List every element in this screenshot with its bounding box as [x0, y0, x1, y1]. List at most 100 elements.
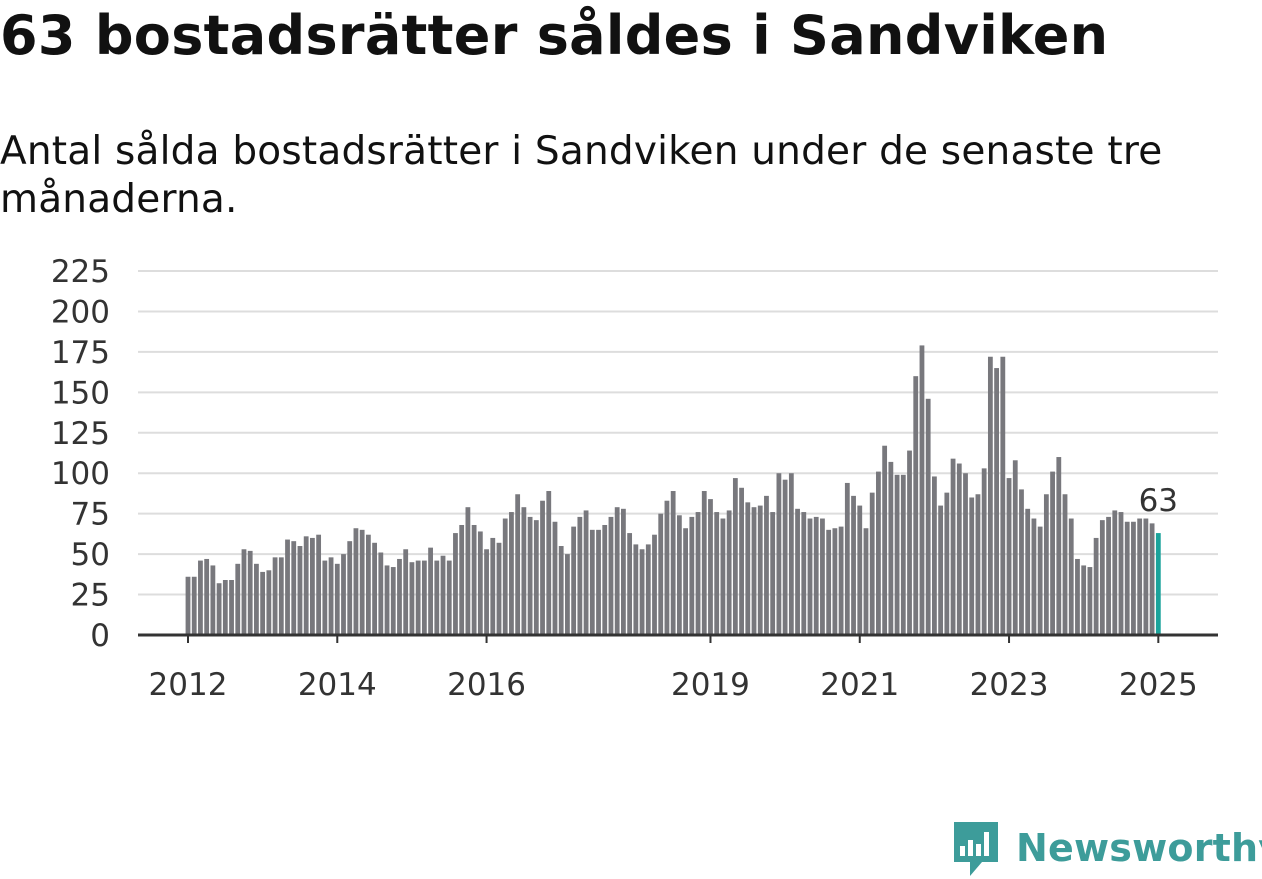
bar	[210, 565, 216, 635]
bar	[1000, 356, 1006, 635]
bar	[415, 560, 421, 635]
bar	[645, 544, 651, 635]
bar	[540, 500, 545, 635]
bar-highlight	[1155, 533, 1161, 635]
x-tick-label: 2019	[671, 667, 750, 703]
y-tick-label: 100	[51, 456, 110, 492]
bar	[365, 534, 371, 635]
bar	[577, 516, 583, 635]
bar	[882, 445, 888, 635]
bar	[1062, 494, 1068, 635]
bar	[1025, 508, 1031, 635]
bar	[222, 580, 228, 635]
bar	[708, 499, 713, 635]
bar	[1118, 512, 1124, 635]
bar	[925, 398, 931, 635]
bar	[260, 571, 266, 635]
y-tick-label: 225	[51, 254, 110, 290]
bar	[975, 494, 981, 635]
bar	[247, 550, 253, 635]
bar	[378, 552, 384, 635]
bar	[894, 474, 900, 635]
bar	[745, 502, 751, 635]
bar	[726, 510, 732, 635]
bar	[1056, 457, 1062, 635]
bar	[820, 518, 825, 635]
bar	[484, 549, 489, 635]
bar	[465, 507, 471, 635]
newsworthy-logo-icon	[954, 822, 998, 876]
bar	[857, 505, 863, 635]
bar	[832, 528, 838, 635]
brand-name: Newsworthy	[1016, 826, 1262, 870]
bar	[533, 520, 539, 635]
y-tick-label: 50	[71, 537, 110, 573]
bar-chart: 0 25 50 75 100 125 150 175 200 225 2012 2014 2016 201…	[51, 254, 1218, 703]
bar	[502, 518, 508, 635]
bar	[776, 473, 782, 635]
bar	[353, 528, 359, 635]
bar	[950, 458, 956, 635]
bar	[434, 560, 440, 635]
bar	[1143, 518, 1149, 635]
bar	[701, 491, 707, 635]
bar	[751, 507, 757, 635]
bar	[341, 554, 346, 635]
bar	[1006, 478, 1012, 635]
bar	[1075, 558, 1080, 635]
bar	[981, 468, 987, 635]
bar	[453, 533, 458, 635]
bar	[446, 560, 452, 635]
bar	[334, 563, 340, 635]
bar	[185, 576, 191, 635]
bar	[1106, 516, 1111, 635]
bar	[757, 505, 763, 635]
bar	[1019, 489, 1024, 635]
bar	[272, 557, 278, 635]
bar	[316, 534, 322, 635]
bar	[621, 508, 626, 635]
bar	[397, 558, 402, 635]
bar	[310, 537, 315, 635]
last-value-label: 63	[1139, 483, 1178, 519]
bar	[428, 547, 433, 635]
bar	[1012, 460, 1018, 635]
bar	[1081, 565, 1087, 635]
x-tick-label: 2021	[820, 667, 899, 703]
bar	[782, 479, 788, 635]
bar	[932, 476, 937, 635]
bar	[944, 492, 950, 635]
bar	[913, 376, 919, 635]
bar	[347, 541, 353, 635]
bar	[602, 524, 608, 635]
bar	[683, 528, 688, 635]
bar	[1137, 518, 1143, 635]
bar	[851, 495, 856, 635]
bar	[596, 529, 601, 635]
bar	[1131, 521, 1136, 635]
bar	[876, 471, 881, 635]
bar	[303, 536, 309, 635]
bar	[652, 534, 657, 635]
bar	[739, 487, 744, 635]
bar	[963, 473, 968, 635]
bar	[235, 563, 241, 635]
bar	[384, 565, 390, 635]
bar	[795, 508, 800, 635]
y-tick-label: 125	[51, 416, 110, 452]
bar	[204, 558, 210, 635]
y-tick-label: 25	[71, 578, 110, 614]
bar	[658, 513, 664, 635]
bar	[695, 512, 701, 635]
bar	[714, 512, 720, 635]
bar	[1093, 537, 1099, 635]
bar	[994, 368, 999, 635]
x-tick-label: 2012	[149, 667, 228, 703]
x-tick-label: 2025	[1119, 667, 1198, 703]
bar	[278, 557, 284, 635]
bar	[421, 560, 427, 635]
bar	[1068, 518, 1074, 635]
bar	[589, 529, 595, 635]
bar	[639, 549, 645, 635]
bar	[1050, 471, 1055, 635]
